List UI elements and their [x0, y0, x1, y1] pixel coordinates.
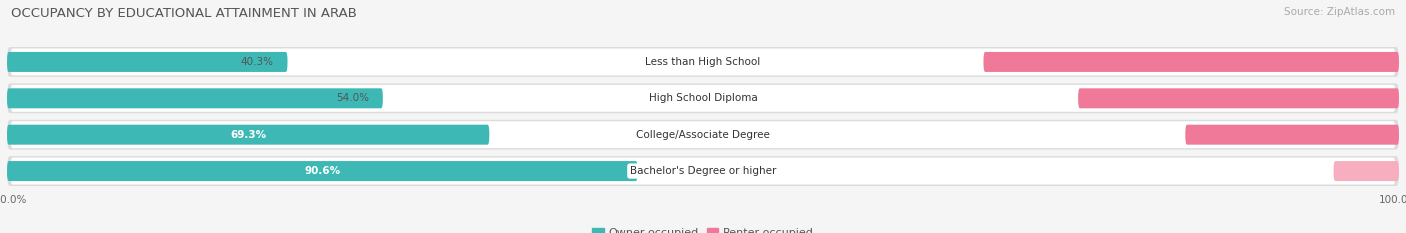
Text: 90.6%: 90.6% [304, 166, 340, 176]
FancyBboxPatch shape [7, 88, 382, 108]
FancyBboxPatch shape [7, 52, 287, 72]
FancyBboxPatch shape [983, 52, 1399, 72]
Text: Bachelor's Degree or higher: Bachelor's Degree or higher [630, 166, 776, 176]
FancyBboxPatch shape [7, 125, 489, 145]
Text: OCCUPANCY BY EDUCATIONAL ATTAINMENT IN ARAB: OCCUPANCY BY EDUCATIONAL ATTAINMENT IN A… [11, 7, 357, 20]
Text: College/Associate Degree: College/Associate Degree [636, 130, 770, 140]
FancyBboxPatch shape [7, 120, 1399, 150]
Text: High School Diploma: High School Diploma [648, 93, 758, 103]
FancyBboxPatch shape [10, 85, 1396, 112]
FancyBboxPatch shape [7, 83, 1399, 113]
FancyBboxPatch shape [1333, 161, 1399, 181]
FancyBboxPatch shape [7, 156, 1399, 186]
Text: Less than High School: Less than High School [645, 57, 761, 67]
Text: 40.3%: 40.3% [240, 57, 274, 67]
Text: 54.0%: 54.0% [336, 93, 368, 103]
Text: 69.3%: 69.3% [231, 130, 266, 140]
Legend: Owner-occupied, Renter-occupied: Owner-occupied, Renter-occupied [588, 223, 818, 233]
FancyBboxPatch shape [10, 121, 1396, 148]
FancyBboxPatch shape [10, 158, 1396, 185]
FancyBboxPatch shape [10, 48, 1396, 75]
FancyBboxPatch shape [7, 161, 637, 181]
FancyBboxPatch shape [1078, 88, 1399, 108]
FancyBboxPatch shape [7, 47, 1399, 77]
FancyBboxPatch shape [1185, 125, 1399, 145]
Text: Source: ZipAtlas.com: Source: ZipAtlas.com [1284, 7, 1395, 17]
